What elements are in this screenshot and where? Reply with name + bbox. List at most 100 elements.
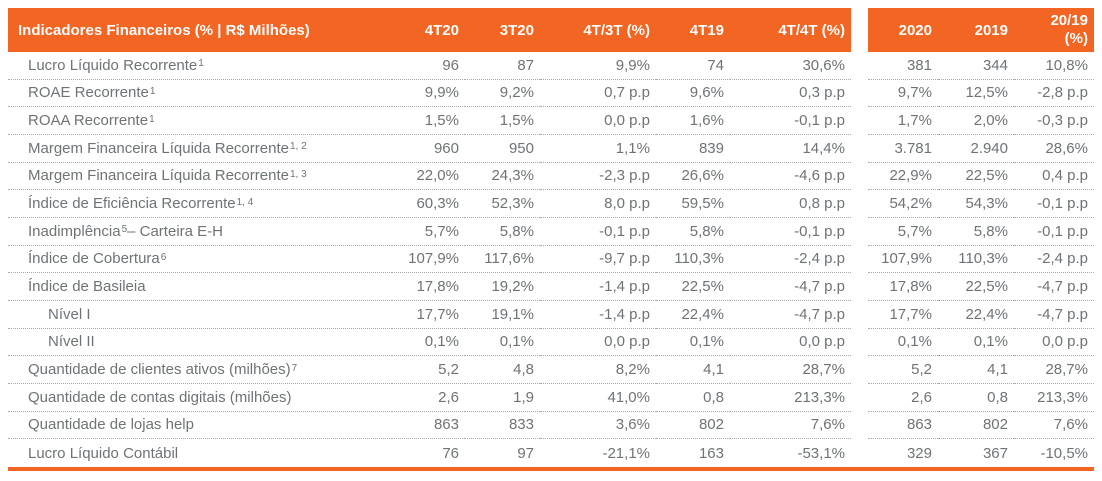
cell-4t-3t-pct: -9,7 p.p: [540, 246, 656, 274]
cell-20-19-pct: -4,7 p.p: [1014, 273, 1094, 301]
cell-4t-3t-pct: -2,3 p.p: [540, 163, 656, 191]
cell-4t19: 22,4%: [656, 301, 730, 329]
cell-4t19: 59,5%: [656, 190, 730, 218]
cell-20-19-pct: -4,7 p.p: [1014, 301, 1094, 329]
table-row: Índice de Cobertura 6 107,9% 117,6% -9,7…: [8, 246, 1094, 274]
cell-4t-4t-pct: -4,6 p.p: [730, 163, 851, 191]
row-label-text: Índice de Eficiência Recorrente: [28, 195, 236, 213]
section-gap: [851, 246, 868, 274]
row-label-text: Margem Financeira Líquida Recorrente: [28, 139, 289, 157]
cell-20-19-pct: 0,4 p.p: [1014, 163, 1094, 191]
row-label: Quantidade de lojas help: [8, 412, 392, 440]
cell-20-19-pct: 213,3%: [1014, 384, 1094, 412]
cell-3t20: 950: [465, 135, 540, 163]
cell-4t20: 5,7%: [392, 218, 465, 246]
row-label-text: Inadimplência: [28, 222, 121, 240]
row-label: Lucro Líquido Recorrente 1: [8, 52, 392, 80]
cell-4t-3t-pct: 3,6%: [540, 412, 656, 440]
cell-4t20: 2,6: [392, 384, 465, 412]
col-header-4t-3t-pct: 4T/3T (%): [540, 8, 656, 52]
table-row: Índice de Basileia 17,8% 19,2% -1,4 p.p …: [8, 273, 1094, 301]
cell-4t-4t-pct: -4,7 p.p: [730, 273, 851, 301]
cell-3t20: 117,6%: [465, 246, 540, 274]
table-row: Margem Financeira Líquida Recorrente 1, …: [8, 163, 1094, 191]
cell-3t20: 87: [465, 52, 540, 80]
cell-3t20: 1,9: [465, 384, 540, 412]
cell-2019: 4,1: [938, 356, 1014, 384]
table-row: Margem Financeira Líquida Recorrente 1, …: [8, 135, 1094, 163]
cell-20-19-pct: -0,1 p.p: [1014, 218, 1094, 246]
cell-4t-4t-pct: 7,6%: [730, 412, 851, 440]
section-gap: [851, 8, 868, 52]
row-label-text: Lucro Líquido Recorrente: [28, 56, 198, 74]
row-label: Margem Financeira Líquida Recorrente 1, …: [8, 163, 392, 191]
row-label: Quantidade de clientes ativos (milhões) …: [8, 356, 392, 384]
cell-2020: 0,1%: [868, 329, 938, 357]
section-gap: [851, 218, 868, 246]
cell-20-19-pct: 28,7%: [1014, 356, 1094, 384]
col-header-3t20: 3T20: [465, 8, 540, 52]
cell-4t-3t-pct: 8,2%: [540, 356, 656, 384]
cell-2020: 17,8%: [868, 273, 938, 301]
cell-2019: 54,3%: [938, 190, 1014, 218]
cell-2020: 2,6: [868, 384, 938, 412]
cell-3t20: 19,1%: [465, 301, 540, 329]
cell-4t20: 60,3%: [392, 190, 465, 218]
row-label-text: Nível II: [48, 333, 95, 351]
row-label: Índice de Eficiência Recorrente 1, 4: [8, 190, 392, 218]
cell-4t19: 22,5%: [656, 273, 730, 301]
cell-2019: 344: [938, 52, 1014, 80]
cell-2019: 2.940: [938, 135, 1014, 163]
cell-20-19-pct: 10,8%: [1014, 52, 1094, 80]
table-row: Quantidade de clientes ativos (milhões) …: [8, 356, 1094, 384]
cell-3t20: 0,1%: [465, 329, 540, 357]
row-label: Nível II: [8, 329, 392, 357]
cell-2019: 802: [938, 412, 1014, 440]
cell-2019: 22,5%: [938, 163, 1014, 191]
cell-4t19: 26,6%: [656, 163, 730, 191]
table-row: Lucro Líquido Recorrente 1 96 87 9,9% 74…: [8, 52, 1094, 80]
row-label: Lucro Líquido Contábil: [8, 439, 392, 467]
cell-4t-3t-pct: 1,1%: [540, 135, 656, 163]
cell-2020: 329: [906, 444, 932, 462]
col-header-2019: 2019: [938, 8, 1014, 52]
cell-4t20: 22,0%: [392, 163, 465, 191]
table-row: Nível II 0,1% 0,1% 0,0 p.p 0,1% 0,0 p.p …: [8, 329, 1094, 357]
row-label-text: Lucro Líquido Contábil: [28, 444, 179, 462]
cell-3t20: 19,2%: [465, 273, 540, 301]
cell-4t-3t-pct: 0,0 p.p: [540, 329, 656, 357]
section-gap: [851, 329, 868, 357]
cell-4t20: 1,5%: [392, 107, 465, 135]
cell-3t20: 5,8%: [465, 218, 540, 246]
row-label-text: Quantidade de lojas help: [28, 416, 194, 434]
cell-4t-3t-pct: -0,1 p.p: [540, 218, 656, 246]
cell-4t-4t-pct: 0,0 p.p: [730, 329, 851, 357]
cell-20-19-pct: 7,6%: [1014, 412, 1094, 440]
cell-4t19: 163: [698, 444, 724, 462]
cell-4t-4t-pct: -2,4 p.p: [730, 246, 851, 274]
cell-20-19-pct: -2,4 p.p: [1014, 246, 1094, 274]
cell-4t19: 4,1: [656, 356, 730, 384]
cell-20-19-pct: -10,5%: [1040, 444, 1088, 462]
cell-3t20: 97: [517, 444, 534, 462]
cell-4t-4t-pct: -0,1 p.p: [730, 218, 851, 246]
cell-4t20: 76: [442, 444, 459, 462]
table-title: Indicadores Financeiros (% | R$ Milhões): [8, 8, 392, 52]
cell-4t-4t-pct: 30,6%: [730, 52, 851, 80]
cell-2020: 863: [868, 412, 938, 440]
cell-4t-3t-pct: -21,1%: [602, 444, 650, 462]
cell-4t-4t-pct: 0,3 p.p: [730, 80, 851, 108]
cell-4t-3t-pct: 9,9%: [540, 52, 656, 80]
cell-4t20: 96: [392, 52, 465, 80]
row-label-text: Margem Financeira Líquida Recorrente: [28, 167, 289, 185]
section-gap: [851, 163, 868, 191]
cell-4t-3t-pct: -1,4 p.p: [540, 301, 656, 329]
cell-4t19: 5,8%: [656, 218, 730, 246]
cell-4t-4t-pct: 28,7%: [730, 356, 851, 384]
cell-4t20: 107,9%: [392, 246, 465, 274]
cell-2020: 3.781: [868, 135, 938, 163]
cell-3t20: 52,3%: [465, 190, 540, 218]
cell-2020: 22,9%: [868, 163, 938, 191]
table-row: ROAA Recorrente 1 1,5% 1,5% 0,0 p.p 1,6%…: [8, 107, 1094, 135]
table-row: Quantidade de contas digitais (milhões) …: [8, 384, 1094, 412]
